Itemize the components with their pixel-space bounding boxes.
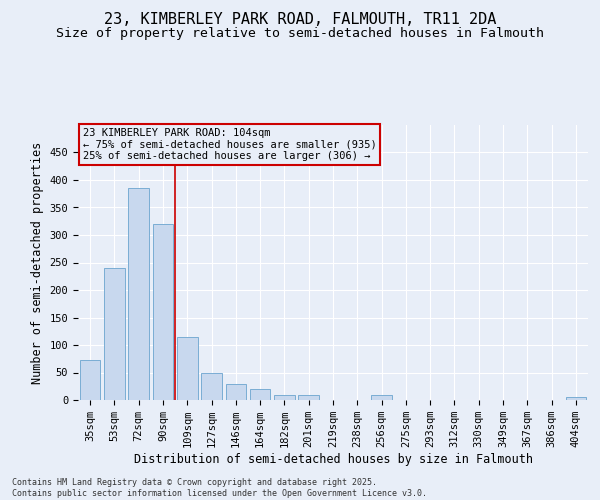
- Text: Contains HM Land Registry data © Crown copyright and database right 2025.
Contai: Contains HM Land Registry data © Crown c…: [12, 478, 427, 498]
- Bar: [371, 394, 392, 400]
- Bar: [80, 360, 100, 400]
- Bar: [128, 188, 149, 400]
- Bar: [566, 397, 586, 400]
- Bar: [152, 224, 173, 400]
- Bar: [201, 372, 222, 400]
- Text: Size of property relative to semi-detached houses in Falmouth: Size of property relative to semi-detach…: [56, 28, 544, 40]
- Bar: [177, 337, 197, 400]
- Bar: [226, 384, 246, 400]
- Text: 23, KIMBERLEY PARK ROAD, FALMOUTH, TR11 2DA: 23, KIMBERLEY PARK ROAD, FALMOUTH, TR11 …: [104, 12, 496, 28]
- Text: 23 KIMBERLEY PARK ROAD: 104sqm
← 75% of semi-detached houses are smaller (935)
2: 23 KIMBERLEY PARK ROAD: 104sqm ← 75% of …: [83, 128, 377, 161]
- Y-axis label: Number of semi-detached properties: Number of semi-detached properties: [31, 142, 44, 384]
- X-axis label: Distribution of semi-detached houses by size in Falmouth: Distribution of semi-detached houses by …: [133, 453, 533, 466]
- Bar: [298, 394, 319, 400]
- Bar: [274, 394, 295, 400]
- Bar: [250, 389, 271, 400]
- Bar: [104, 268, 125, 400]
